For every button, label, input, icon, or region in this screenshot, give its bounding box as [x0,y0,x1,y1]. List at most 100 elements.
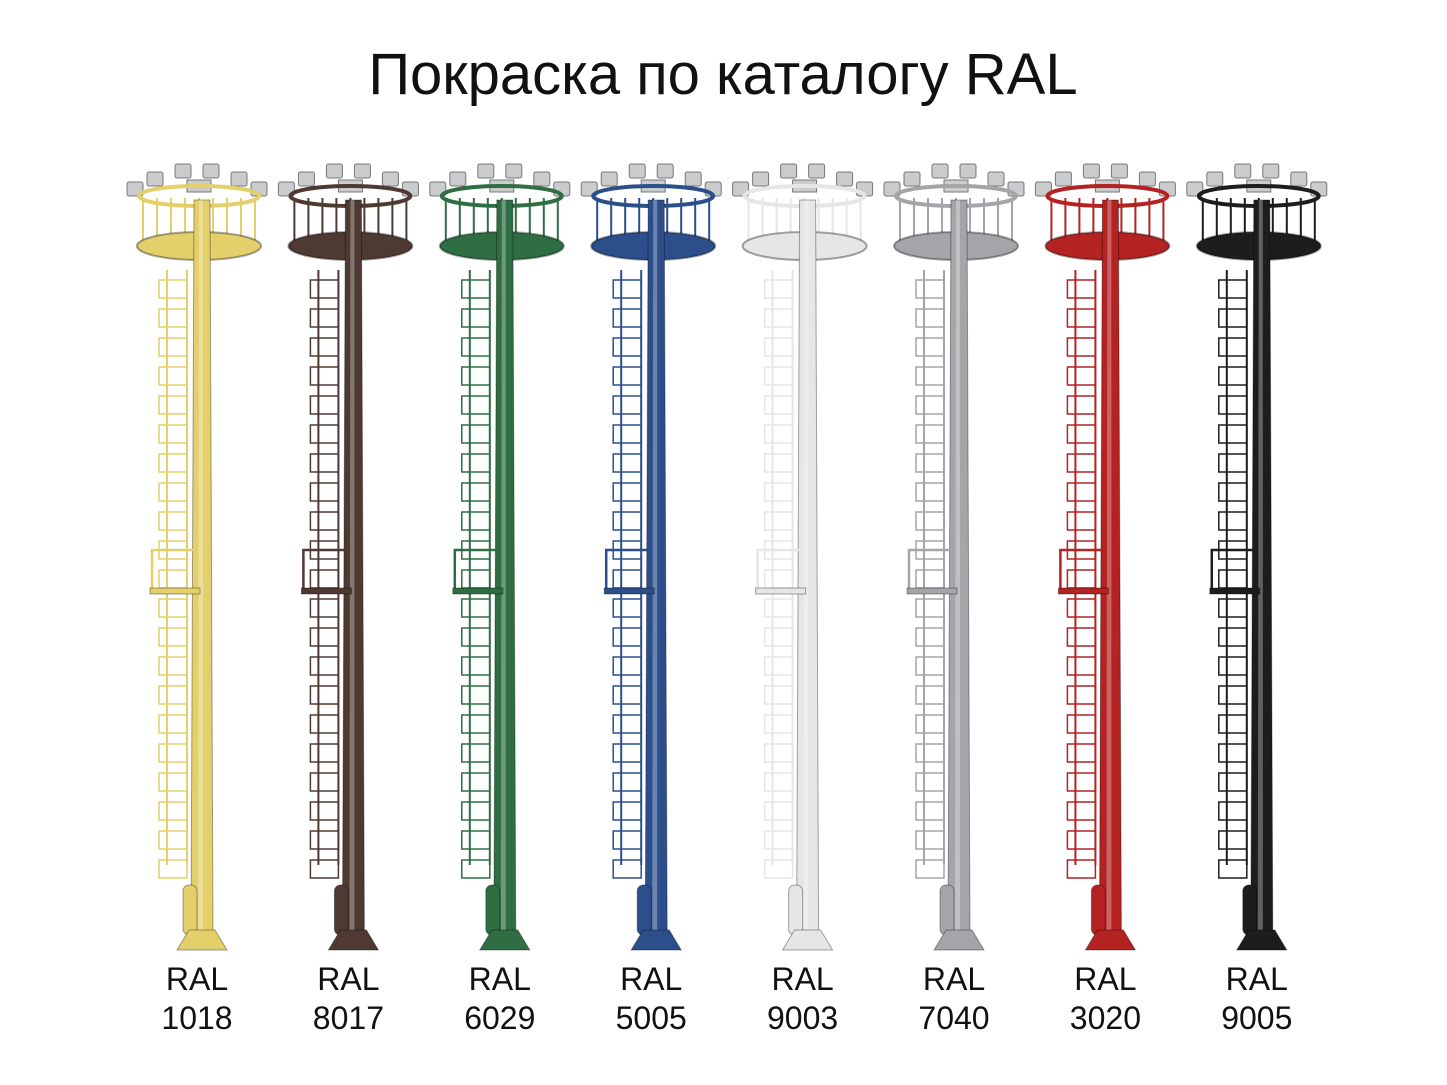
floodlight [959,163,977,179]
floodlight [230,171,248,187]
rest-platform-floor [603,587,655,595]
ladder-cage [763,801,794,821]
ladder-cage [612,859,642,879]
pole-highlight [349,200,355,935]
ral-code: 5005 [616,1000,687,1036]
ral-code: 3020 [1070,1000,1141,1036]
ladder-cage [763,598,794,618]
ral-label: RAL [317,961,379,997]
ladder-cage [1218,714,1248,734]
rest-platform-floor [452,587,504,595]
ladder-cage [309,569,340,589]
ladder-cage [612,656,642,676]
ladder-cage [915,308,945,328]
ladder-cage [763,627,794,647]
ladder-cage [158,279,188,299]
ladder-cage [763,714,794,734]
ladder-cage [461,859,491,879]
mast [277,163,419,951]
ladder-cage [461,337,491,357]
ladder-cage [763,772,794,792]
rest-platform-floor [906,587,958,595]
ladder-cage [915,830,945,850]
ladder-cage [1066,801,1097,821]
ladder-cage [612,627,642,647]
ladder-cage [309,308,340,328]
ladder-cage [612,801,642,821]
pole-highlight [1106,200,1112,935]
ladder-cage [158,743,188,763]
floodlight [1082,163,1100,179]
ladder-cage [915,279,945,299]
ladder-cage [763,743,794,763]
ladder-cage [461,482,491,502]
floodlight [477,163,495,179]
ladder-cage [763,279,794,299]
ladder-cage [309,685,340,705]
ladder-cage [1066,569,1097,589]
ladder-cage [309,743,340,763]
mast [1034,163,1176,951]
ladder-cage [915,656,945,676]
ladder-cage [158,453,188,473]
floodlight [1262,163,1280,179]
ladder-cage [158,366,188,386]
hatch [1090,884,1106,936]
base [1235,929,1288,951]
ladder-cage [158,511,188,531]
ral-code: 9003 [767,1000,838,1036]
floodlight [505,163,523,179]
ladder-cage [915,685,945,705]
base [1084,929,1137,951]
floodlight [600,171,618,187]
floodlight [381,171,399,187]
ladder-cage [1066,772,1097,792]
ladder-cage [1066,366,1097,386]
mast [1186,163,1328,951]
ladder-cage [461,424,491,444]
ladder-cage [612,482,642,502]
ladder-cage [1066,482,1097,502]
ladder-cage [612,772,642,792]
ladder-cage [1066,453,1097,473]
floodlight [987,171,1005,187]
pole-highlight [652,200,658,935]
base [630,929,683,951]
ladder-cage [158,337,188,357]
floodlight [1186,181,1204,197]
hatch [1242,884,1258,936]
ladder-cage [763,453,794,473]
ladder-cage [1218,482,1248,502]
ral-label: RAL [1226,961,1288,997]
ladder-cage [612,569,642,589]
ladder-cage [1066,830,1097,850]
floodlight [449,171,467,187]
ladder-cage [461,279,491,299]
ladder-cage [158,859,188,879]
ladder-cage [915,569,945,589]
ladder-cage [309,830,340,850]
ladder-cage [1218,569,1248,589]
ladder-cage [309,279,340,299]
ladder-cage [763,308,794,328]
ladder-cage [1218,279,1248,299]
floodlight [1034,181,1052,197]
rest-platform-floor [149,587,201,595]
ral-code: 7040 [918,1000,989,1036]
ladder-cage [763,685,794,705]
hatch [636,884,652,936]
ladder-cage [1218,772,1248,792]
ladder-cage [763,424,794,444]
base [933,929,985,951]
ladder-cage [915,598,945,618]
ladder-cage [158,801,188,821]
ladder-cage [915,772,945,792]
base [781,929,834,951]
ladder-cage [915,511,945,531]
floodlight [277,181,295,197]
mast [580,163,722,951]
floodlight [684,171,702,187]
mast [732,163,874,951]
ladder-cage [915,337,945,357]
